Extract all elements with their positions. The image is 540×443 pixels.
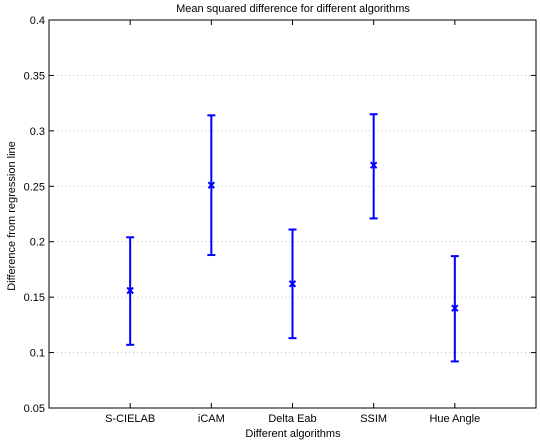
y-tick-label: 0.25 — [24, 181, 45, 193]
error-bar-hue-angle — [450, 255, 459, 363]
error-bar-s-cielab — [126, 236, 135, 346]
mean-marker — [451, 304, 459, 312]
mean-marker — [369, 161, 378, 169]
error-bar-icam — [207, 114, 216, 257]
y-tick-label: 0.15 — [24, 292, 45, 304]
y-axis-label: Difference from regression line — [6, 141, 18, 291]
mean-marker — [207, 181, 216, 189]
x-axis-label: Different algorithms — [245, 428, 341, 440]
error-bars — [126, 113, 459, 363]
axis-ticks: 0.05 0.1 0.15 0.2 0.25 0.3 0.35 0.4 S-CIELAB iCAM… — [24, 15, 536, 425]
x-tick-label: Delta Eab — [268, 413, 316, 425]
y-tick-label: 0.3 — [30, 126, 45, 138]
y-tick-label: 0.2 — [30, 237, 45, 249]
x-tick-label: SSIM — [360, 413, 387, 425]
y-tick-label: 0.35 — [24, 70, 45, 82]
mean-marker — [126, 286, 134, 295]
x-tick-label: iCAM — [198, 413, 225, 425]
error-bar-delta-eab — [288, 228, 297, 340]
chart-title: Mean squared difference for different al… — [176, 3, 410, 15]
error-bar-ssim — [369, 113, 378, 220]
mean-marker — [288, 280, 297, 288]
y-tick-label: 0.1 — [30, 348, 45, 360]
y-tick-label: 0.4 — [30, 15, 45, 27]
x-tick-label: S-CIELAB — [105, 413, 155, 425]
x-tick-label: Hue Angle — [429, 413, 480, 425]
y-tick-label: 0.05 — [24, 403, 45, 415]
plot-area-frame — [48, 19, 537, 409]
